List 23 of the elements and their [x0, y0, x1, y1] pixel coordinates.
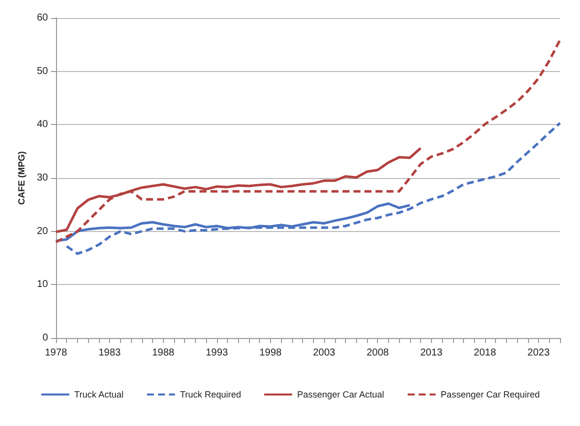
- y-tick-label: 50: [36, 66, 48, 77]
- x-tick-label: 2008: [366, 348, 390, 358]
- x-tick-label: 1978: [44, 348, 68, 358]
- y-tick-label: 60: [36, 12, 48, 24]
- x-tick-label: 1983: [98, 348, 122, 358]
- x-tick-label: 2018: [474, 348, 496, 358]
- y-axis-title: CAFE (MPG): [16, 151, 26, 205]
- x-tick-label: 2013: [420, 348, 443, 358]
- y-tick-label: 0: [42, 332, 48, 344]
- y-tick-label: 30: [36, 172, 48, 184]
- y-tick-label: 10: [36, 279, 48, 290]
- x-tick-label: 2003: [312, 348, 336, 358]
- line-series: [54, 38, 562, 244]
- y-tick-label: 40: [36, 119, 48, 130]
- legend-label: Truck Required: [180, 390, 242, 400]
- legend-label: Truck Actual: [74, 390, 124, 400]
- x-tick-label: 1993: [206, 348, 228, 358]
- x-tick-label: 1998: [259, 348, 282, 358]
- y-tick-label: 20: [36, 226, 48, 237]
- x-tick-label: 1988: [152, 348, 175, 358]
- x-tick-label: 2023: [527, 348, 550, 358]
- legend-label: Passenger Car Actual: [297, 390, 384, 400]
- legend-label: Passenger Car Required: [440, 390, 540, 400]
